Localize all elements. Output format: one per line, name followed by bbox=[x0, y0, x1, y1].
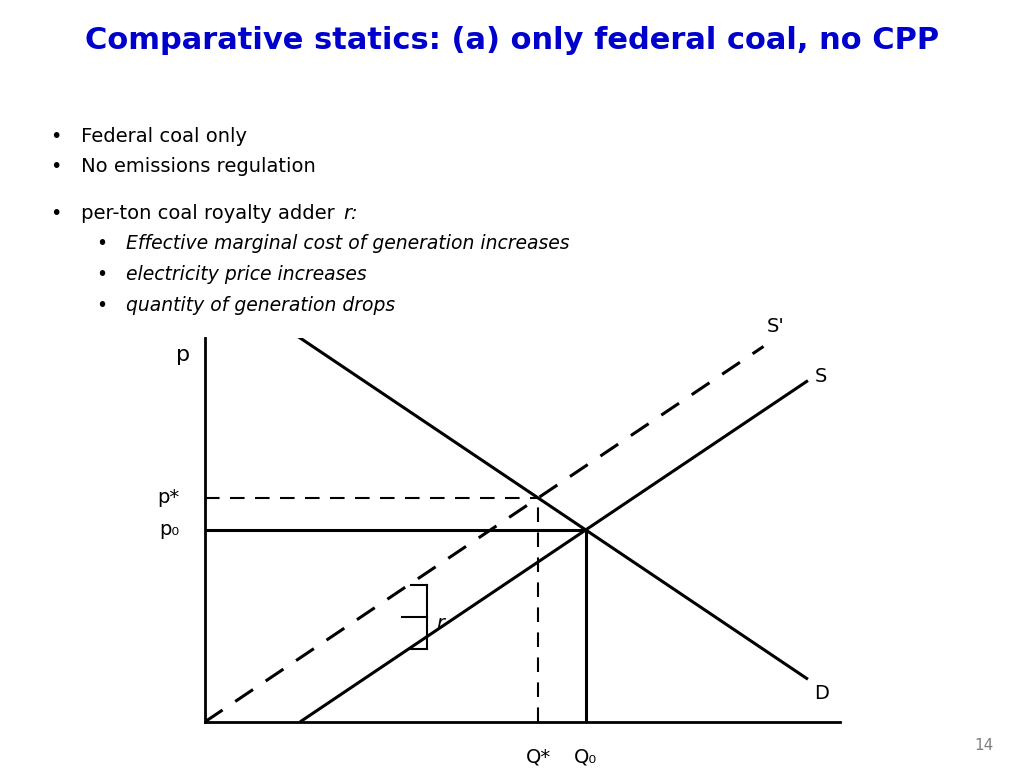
Text: •   quantity of generation drops: • quantity of generation drops bbox=[97, 296, 395, 315]
Text: •   Effective marginal cost of generation increases: • Effective marginal cost of generation … bbox=[97, 234, 569, 253]
Text: p*: p* bbox=[157, 488, 179, 508]
Text: •   Federal coal only: • Federal coal only bbox=[51, 127, 247, 146]
Text: p₀: p₀ bbox=[159, 521, 179, 539]
Text: 14: 14 bbox=[974, 737, 993, 753]
Text: •   electricity price increases: • electricity price increases bbox=[97, 265, 367, 284]
Text: •   per-ton coal royalty adder: • per-ton coal royalty adder bbox=[51, 204, 341, 223]
Text: r:: r: bbox=[343, 204, 357, 223]
Text: Comparative statics: (a) only federal coal, no CPP: Comparative statics: (a) only federal co… bbox=[85, 26, 939, 55]
Text: Q*: Q* bbox=[525, 747, 551, 766]
Text: r: r bbox=[436, 614, 444, 634]
Text: p: p bbox=[175, 345, 189, 365]
Text: S: S bbox=[814, 367, 826, 386]
Text: D: D bbox=[814, 684, 829, 703]
Text: •   No emissions regulation: • No emissions regulation bbox=[51, 157, 316, 177]
Text: S': S' bbox=[767, 316, 784, 336]
Text: Q₀: Q₀ bbox=[574, 747, 597, 766]
